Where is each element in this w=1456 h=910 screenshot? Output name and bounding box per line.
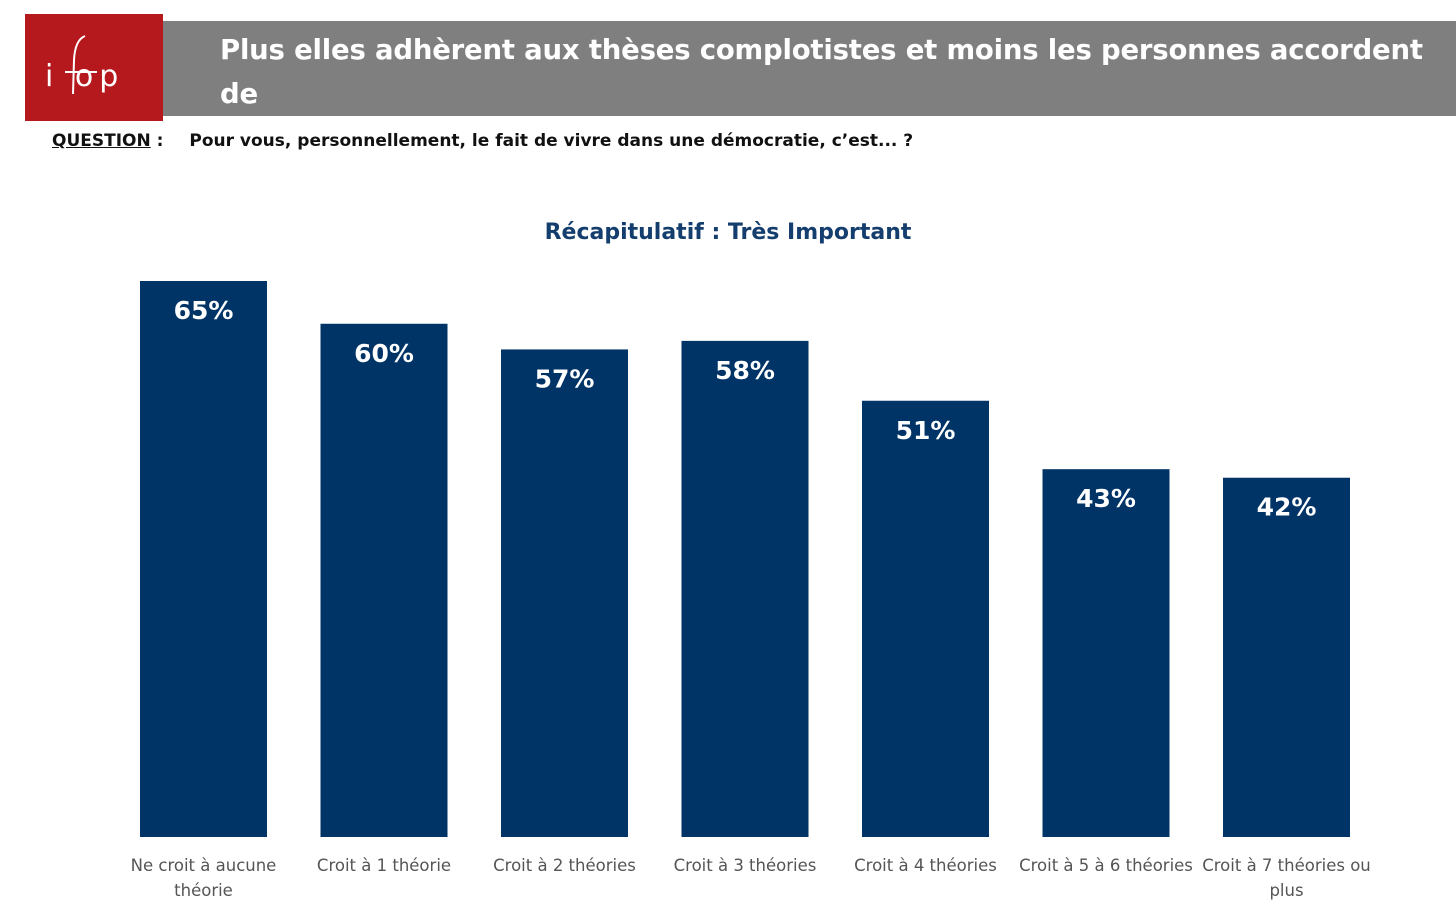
ifop-logo-mark: i op (45, 35, 124, 95)
bar-value-label: 57% (535, 364, 595, 393)
category-label: Ne croit à aucune (131, 856, 277, 875)
bar-value-label: 58% (715, 356, 775, 385)
page-title: Plus elles adhèrent aux thèses complotis… (220, 34, 1423, 154)
question-label: QUESTION (52, 131, 151, 151)
bar-5 (862, 400, 989, 837)
category-label: théorie (174, 881, 233, 900)
ifop-logo: i op (25, 14, 163, 121)
category-label: Croit à 2 théories (493, 856, 636, 875)
category-label: Croit à 5 à 6 théories (1019, 856, 1193, 875)
question-separator: : (156, 131, 164, 151)
category-label: Croit à 7 théories ou (1202, 856, 1371, 875)
category-label: Croit à 1 théorie (317, 856, 451, 875)
category-label: plus (1269, 881, 1303, 900)
bar-value-label: 60% (354, 339, 414, 368)
question-text: Pour vous, personnellement, le fait de v… (189, 131, 914, 151)
bar-value-label: 42% (1257, 493, 1317, 522)
bar-1 (140, 281, 267, 837)
bar-2 (320, 323, 448, 837)
bar-3 (501, 349, 628, 837)
bar-7 (1223, 477, 1350, 837)
category-label: Croit à 3 théories (674, 856, 817, 875)
bar-6 (1042, 469, 1170, 837)
category-label: Croit à 4 théories (854, 856, 997, 875)
chart-title: Récapitulatif : Très Important (544, 220, 912, 245)
question-line: QUESTION : Pour vous, personnellement, l… (52, 131, 913, 151)
bar-value-label: 51% (896, 416, 956, 445)
header-band (25, 21, 1456, 116)
bar-value-label: 43% (1076, 484, 1136, 513)
bar-value-label: 65% (174, 296, 234, 325)
svg-text:i op: i op (45, 59, 124, 94)
bar-4 (681, 340, 809, 837)
